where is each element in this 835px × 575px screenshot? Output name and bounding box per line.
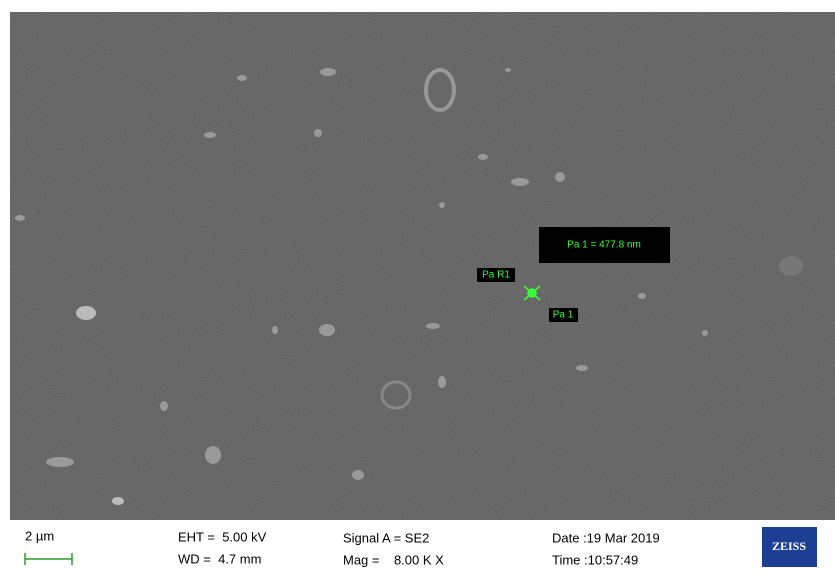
date: Date :19 Mar 2019 <box>552 530 660 545</box>
scale-bar <box>25 553 72 565</box>
micrograph-noise <box>10 12 835 520</box>
logo: ZEISS <box>772 539 806 553</box>
point-label: Pa 1 <box>553 310 574 321</box>
mag: Mag = 8.00 K X <box>343 552 444 567</box>
scale-bar-label: 2 µm <box>25 528 54 543</box>
time: Time :10:57:49 <box>552 552 638 567</box>
eht: EHT = 5.00 kV <box>178 529 267 544</box>
wd: WD = 4.7 mm <box>178 551 261 566</box>
measurement: Pa 1 = 477.8 nm <box>567 240 641 251</box>
signal: Signal A = SE2 <box>343 530 429 545</box>
page: Pa 1 = 477.8 nm Pa R1 Pa 1 2 µm EHT = 5.… <box>0 0 835 570</box>
region-label: Pa R1 <box>482 270 510 281</box>
